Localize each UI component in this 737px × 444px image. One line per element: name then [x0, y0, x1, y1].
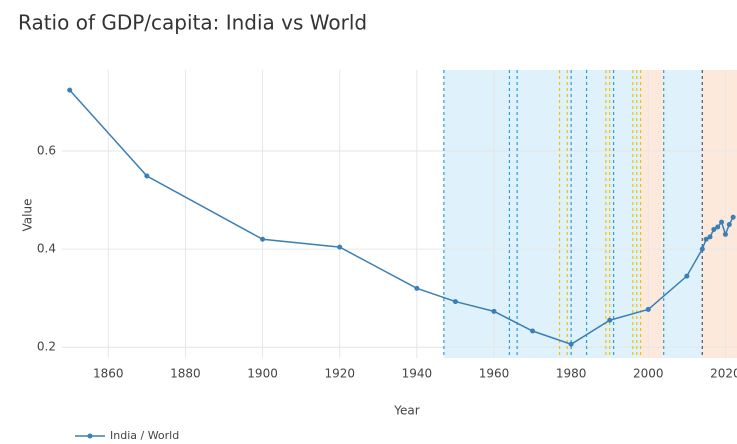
x-axis-title: Year: [393, 404, 419, 418]
data-point: [711, 226, 717, 232]
shaded-region: [640, 70, 664, 358]
data-point: [684, 273, 690, 279]
y-axis-title: Value: [21, 199, 35, 232]
x-tick-label: 2000: [633, 367, 664, 381]
legend-marker: [87, 433, 93, 439]
data-point: [645, 306, 651, 312]
chart-title: Ratio of GDP/capita: India vs World: [18, 11, 367, 35]
shaded-region: [443, 70, 641, 358]
data-point: [722, 231, 728, 237]
data-point: [568, 341, 574, 347]
data-point: [67, 87, 73, 93]
x-tick-label: 1980: [556, 367, 587, 381]
data-point: [730, 214, 736, 220]
y-tick-label: 0.2: [37, 340, 56, 354]
data-point: [491, 308, 497, 314]
y-tick-label: 0.6: [37, 143, 56, 157]
data-point: [530, 328, 536, 334]
data-point: [719, 219, 725, 225]
shaded-region: [702, 70, 737, 358]
x-tick-label: 1940: [402, 367, 433, 381]
shaded-region: [663, 70, 703, 358]
data-point: [707, 234, 713, 240]
data-point: [452, 299, 458, 305]
data-point: [726, 222, 732, 228]
data-point: [260, 236, 266, 242]
x-tick-label: 1920: [324, 367, 355, 381]
x-tick-label: 1880: [170, 367, 201, 381]
x-tick-label: 1960: [479, 367, 510, 381]
data-point: [699, 246, 705, 252]
y-tick-label: 0.4: [37, 242, 56, 256]
data-point: [703, 236, 709, 242]
data-point: [715, 224, 721, 230]
x-tick-label: 1860: [93, 367, 124, 381]
data-point: [607, 317, 613, 323]
legend-label: India / World: [110, 429, 179, 442]
x-tick-label: 1900: [247, 367, 278, 381]
data-point: [414, 285, 420, 291]
data-point: [144, 173, 150, 179]
data-point: [337, 244, 343, 250]
x-tick-label: 2020: [710, 367, 737, 381]
